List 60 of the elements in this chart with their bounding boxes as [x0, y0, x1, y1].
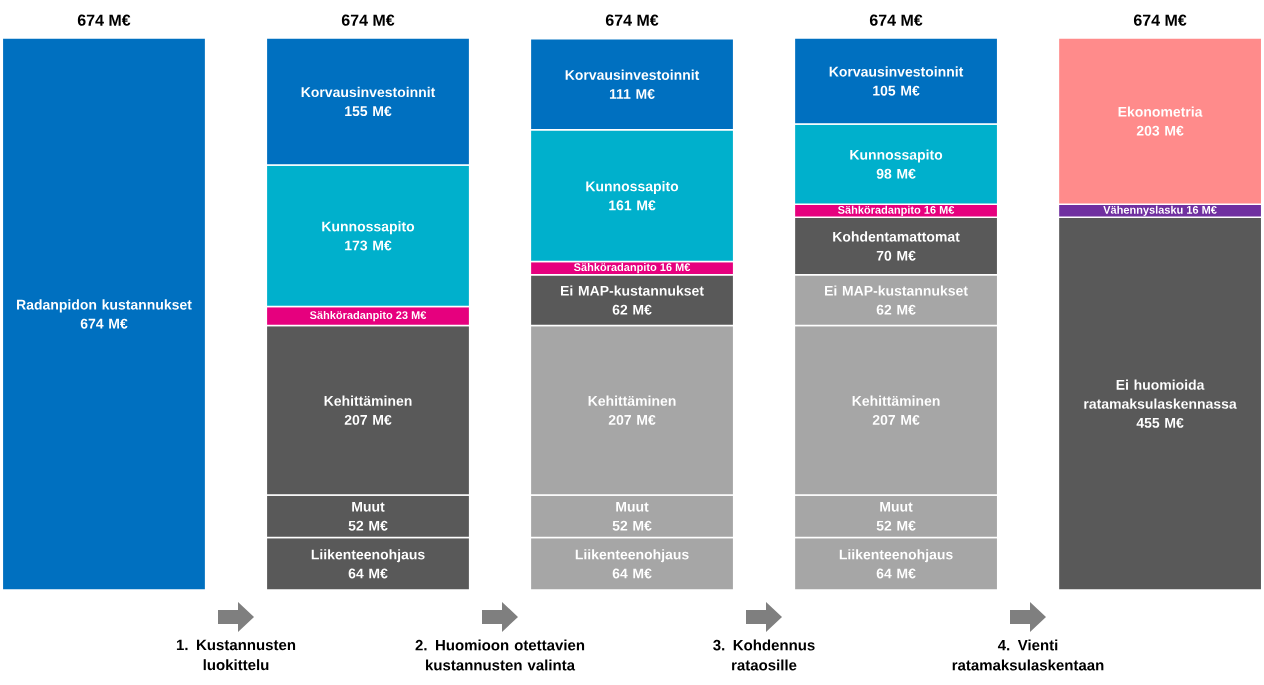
text: Ei MAP-kustannukset — [825, 285, 968, 296]
bar — [1, 37, 207, 591]
data-label: 16 M€ — [924, 205, 955, 214]
total-label: 674 M€ — [341, 14, 395, 26]
series-label: Kohdentamattomat — [833, 231, 960, 242]
text: Korvausinvestoinnit — [301, 86, 436, 98]
text: Kehittäminen — [852, 395, 940, 406]
series-label: Liikenteenohjaus — [311, 549, 425, 563]
text: Sähköradanpito — [837, 205, 921, 216]
data-label: 52 M€ — [348, 520, 388, 531]
data-label: 203 M€ — [1136, 125, 1184, 136]
text: Kehittäminen — [588, 395, 676, 406]
data-label: 70 M€ — [876, 250, 916, 261]
text: Muut — [616, 501, 649, 512]
series-label: Ekonometria — [1118, 106, 1203, 117]
data-label: 173 M€ — [345, 240, 392, 251]
data-label: 64 M€ — [348, 568, 388, 579]
series-label: Radanpidon kustannukset — [17, 299, 192, 313]
data-label: 105 M€ — [873, 85, 920, 96]
text: Liikenteenohjaus — [575, 549, 689, 563]
data-label: 455 M€ — [1136, 417, 1184, 428]
total-label: 674 M€ — [1133, 14, 1187, 26]
total-label: 674 M€ — [605, 14, 659, 26]
data-label: 16 M€ — [1187, 205, 1217, 214]
data-label: 155 M€ — [345, 106, 392, 117]
text: Kunnossapito — [322, 221, 415, 235]
total-label: 674 M€ — [77, 14, 131, 26]
data-label: 62 M€ — [612, 304, 652, 315]
series-label: Muut — [352, 501, 385, 512]
text: 4. Vienti ratamaksulaskentaan — [952, 639, 1104, 671]
data-label: 207 M€ — [872, 414, 920, 425]
series-label: Sähköradanpito — [573, 263, 657, 274]
text: Liikenteenohjaus — [839, 549, 953, 563]
data-label: 62 M€ — [876, 304, 916, 315]
data-label: 207 M€ — [344, 414, 392, 425]
data-label: 674 M€ — [80, 318, 128, 329]
text: 2. Huomioon otettavien kustannusten valinta — [415, 639, 585, 671]
total-label: 674 M€ — [869, 14, 923, 26]
series-label: Ei huomioida ratamaksulaskennassa — [1084, 379, 1237, 409]
data-label: 161 M€ — [609, 200, 656, 211]
text: Kunnossapito — [586, 181, 679, 195]
data-label: 207 M€ — [608, 414, 656, 425]
text: Muut — [880, 501, 913, 512]
data-label: 64 M€ — [876, 568, 916, 579]
text: Sähköradanpito — [309, 310, 393, 322]
data-label: 52 M€ — [612, 520, 652, 531]
data-label: 52 M€ — [876, 520, 916, 531]
series-label: Korvausinvestoinnit — [829, 66, 964, 77]
data-label: 23 M€ — [396, 311, 427, 320]
data-label: 64 M€ — [612, 568, 652, 579]
series-label: Vähennyslasku — [1103, 205, 1183, 216]
text: 1. Kustannusten luokittelu — [176, 639, 296, 671]
text: 3. Kohdennus rataosille — [713, 639, 815, 671]
series-label: Kunnossapito — [850, 149, 943, 163]
text: Korvausinvestoinnit — [565, 69, 700, 80]
data-label: 16 M€ — [660, 263, 691, 272]
series-label: Kehittäminen — [324, 395, 412, 406]
series-label: Ei MAP-kustannukset — [561, 285, 704, 296]
data-label: 111 M€ — [609, 88, 655, 99]
data-label: 98 M€ — [876, 168, 916, 179]
